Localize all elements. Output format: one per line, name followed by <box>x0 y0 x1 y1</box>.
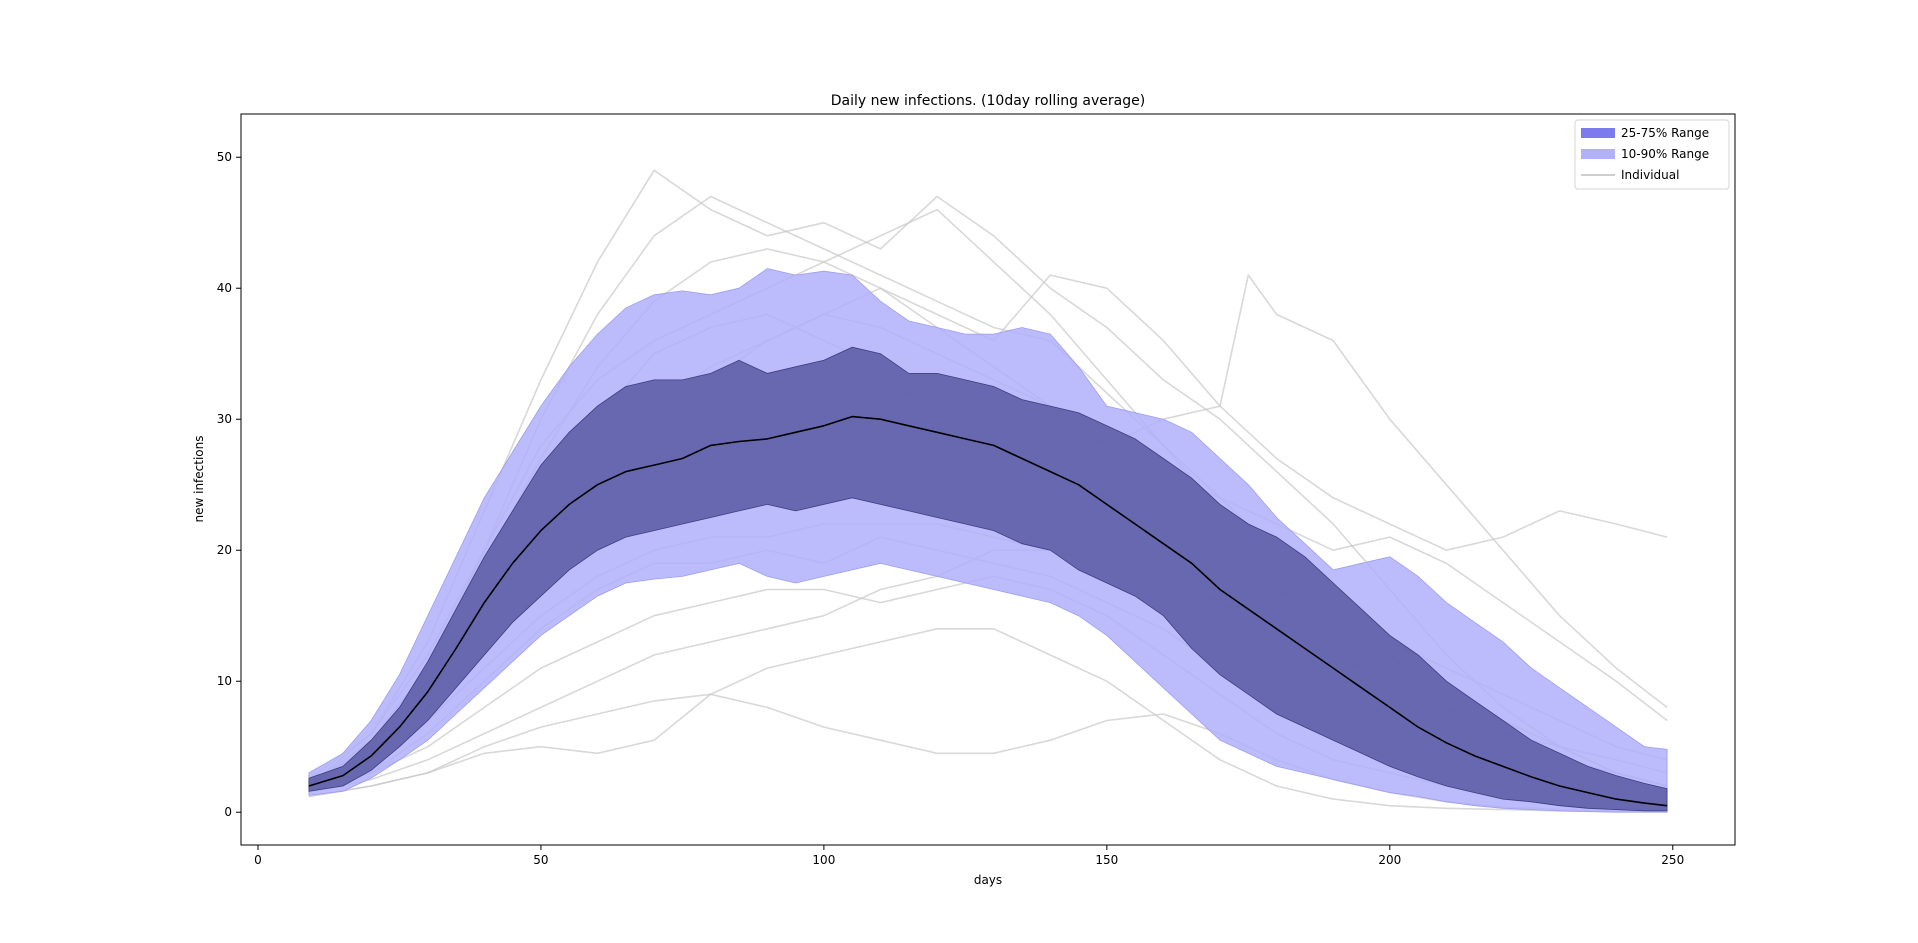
x-tick-label: 50 <box>533 853 548 867</box>
y-tick-label: 40 <box>217 281 232 295</box>
chart-title: Daily new infections. (10day rolling ave… <box>831 93 1145 109</box>
median-line-group <box>308 415 1668 807</box>
range-bands <box>308 268 1668 813</box>
individual-series-line <box>308 628 1668 813</box>
x-tick-label: 200 <box>1378 853 1401 867</box>
legend-label-outer: 10-90% Range <box>1621 147 1709 161</box>
x-axis-label: days <box>974 873 1002 887</box>
y-tick-label: 20 <box>217 543 232 557</box>
legend-swatch-outer <box>1581 149 1615 159</box>
x-tick-label: 150 <box>1095 853 1118 867</box>
legend-label-inner: 25-75% Range <box>1621 126 1709 140</box>
y-tick-label: 0 <box>224 805 232 819</box>
y-tick-label: 30 <box>217 412 232 426</box>
y-axis: 0 10 20 30 40 50 <box>217 150 241 819</box>
median-line <box>308 415 1668 807</box>
plot-area <box>308 169 1668 813</box>
x-axis: 0 50 100 150 200 250 <box>254 845 1684 867</box>
y-tick-label: 10 <box>217 674 232 688</box>
y-tick-label: 50 <box>217 150 232 164</box>
legend: 25-75% Range 10-90% Range Individual <box>1574 119 1730 190</box>
x-tick-label: 0 <box>254 853 262 867</box>
y-axis-label: new infections <box>192 436 206 523</box>
band-25-75 <box>308 346 1668 812</box>
plot-frame <box>240 113 1736 846</box>
x-tick-label: 100 <box>812 853 835 867</box>
legend-label-individual: Individual <box>1621 168 1679 182</box>
legend-swatch-inner <box>1581 128 1615 138</box>
x-tick-label: 250 <box>1661 853 1684 867</box>
